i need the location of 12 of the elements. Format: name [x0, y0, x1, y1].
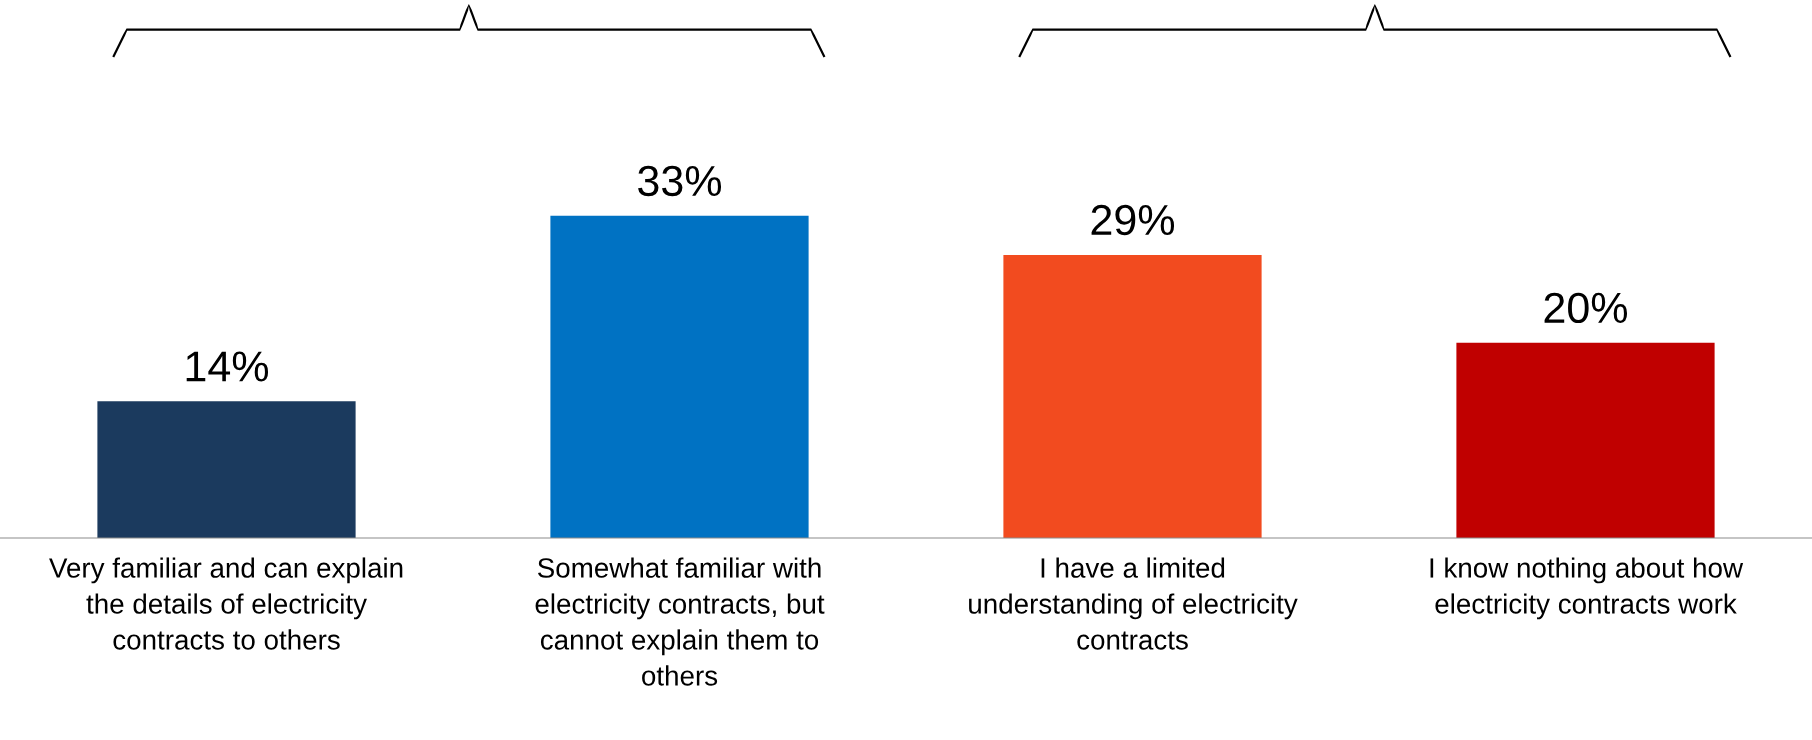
- data-label: 14%: [186, 351, 269, 382]
- data-label: 20%: [1544, 292, 1628, 324]
- bar: [97, 401, 356, 538]
- x-tick-label: Somewhat familiar with electricity contracts, but cannot explain them to others: [535, 557, 825, 686]
- bar: [550, 215, 809, 538]
- x-tick-label: I have a limited understanding of electricity contracts: [969, 557, 1298, 650]
- data-label: 33%: [638, 165, 722, 197]
- bar: [1003, 254, 1262, 538]
- x-tick-label: Very familiar and can explain the details of electricity contracts to others: [49, 557, 403, 650]
- x-tick-label: I know nothing about how electricity contracts work: [1430, 557, 1744, 620]
- data-label: 29%: [1091, 204, 1175, 236]
- bar: [1456, 342, 1715, 538]
